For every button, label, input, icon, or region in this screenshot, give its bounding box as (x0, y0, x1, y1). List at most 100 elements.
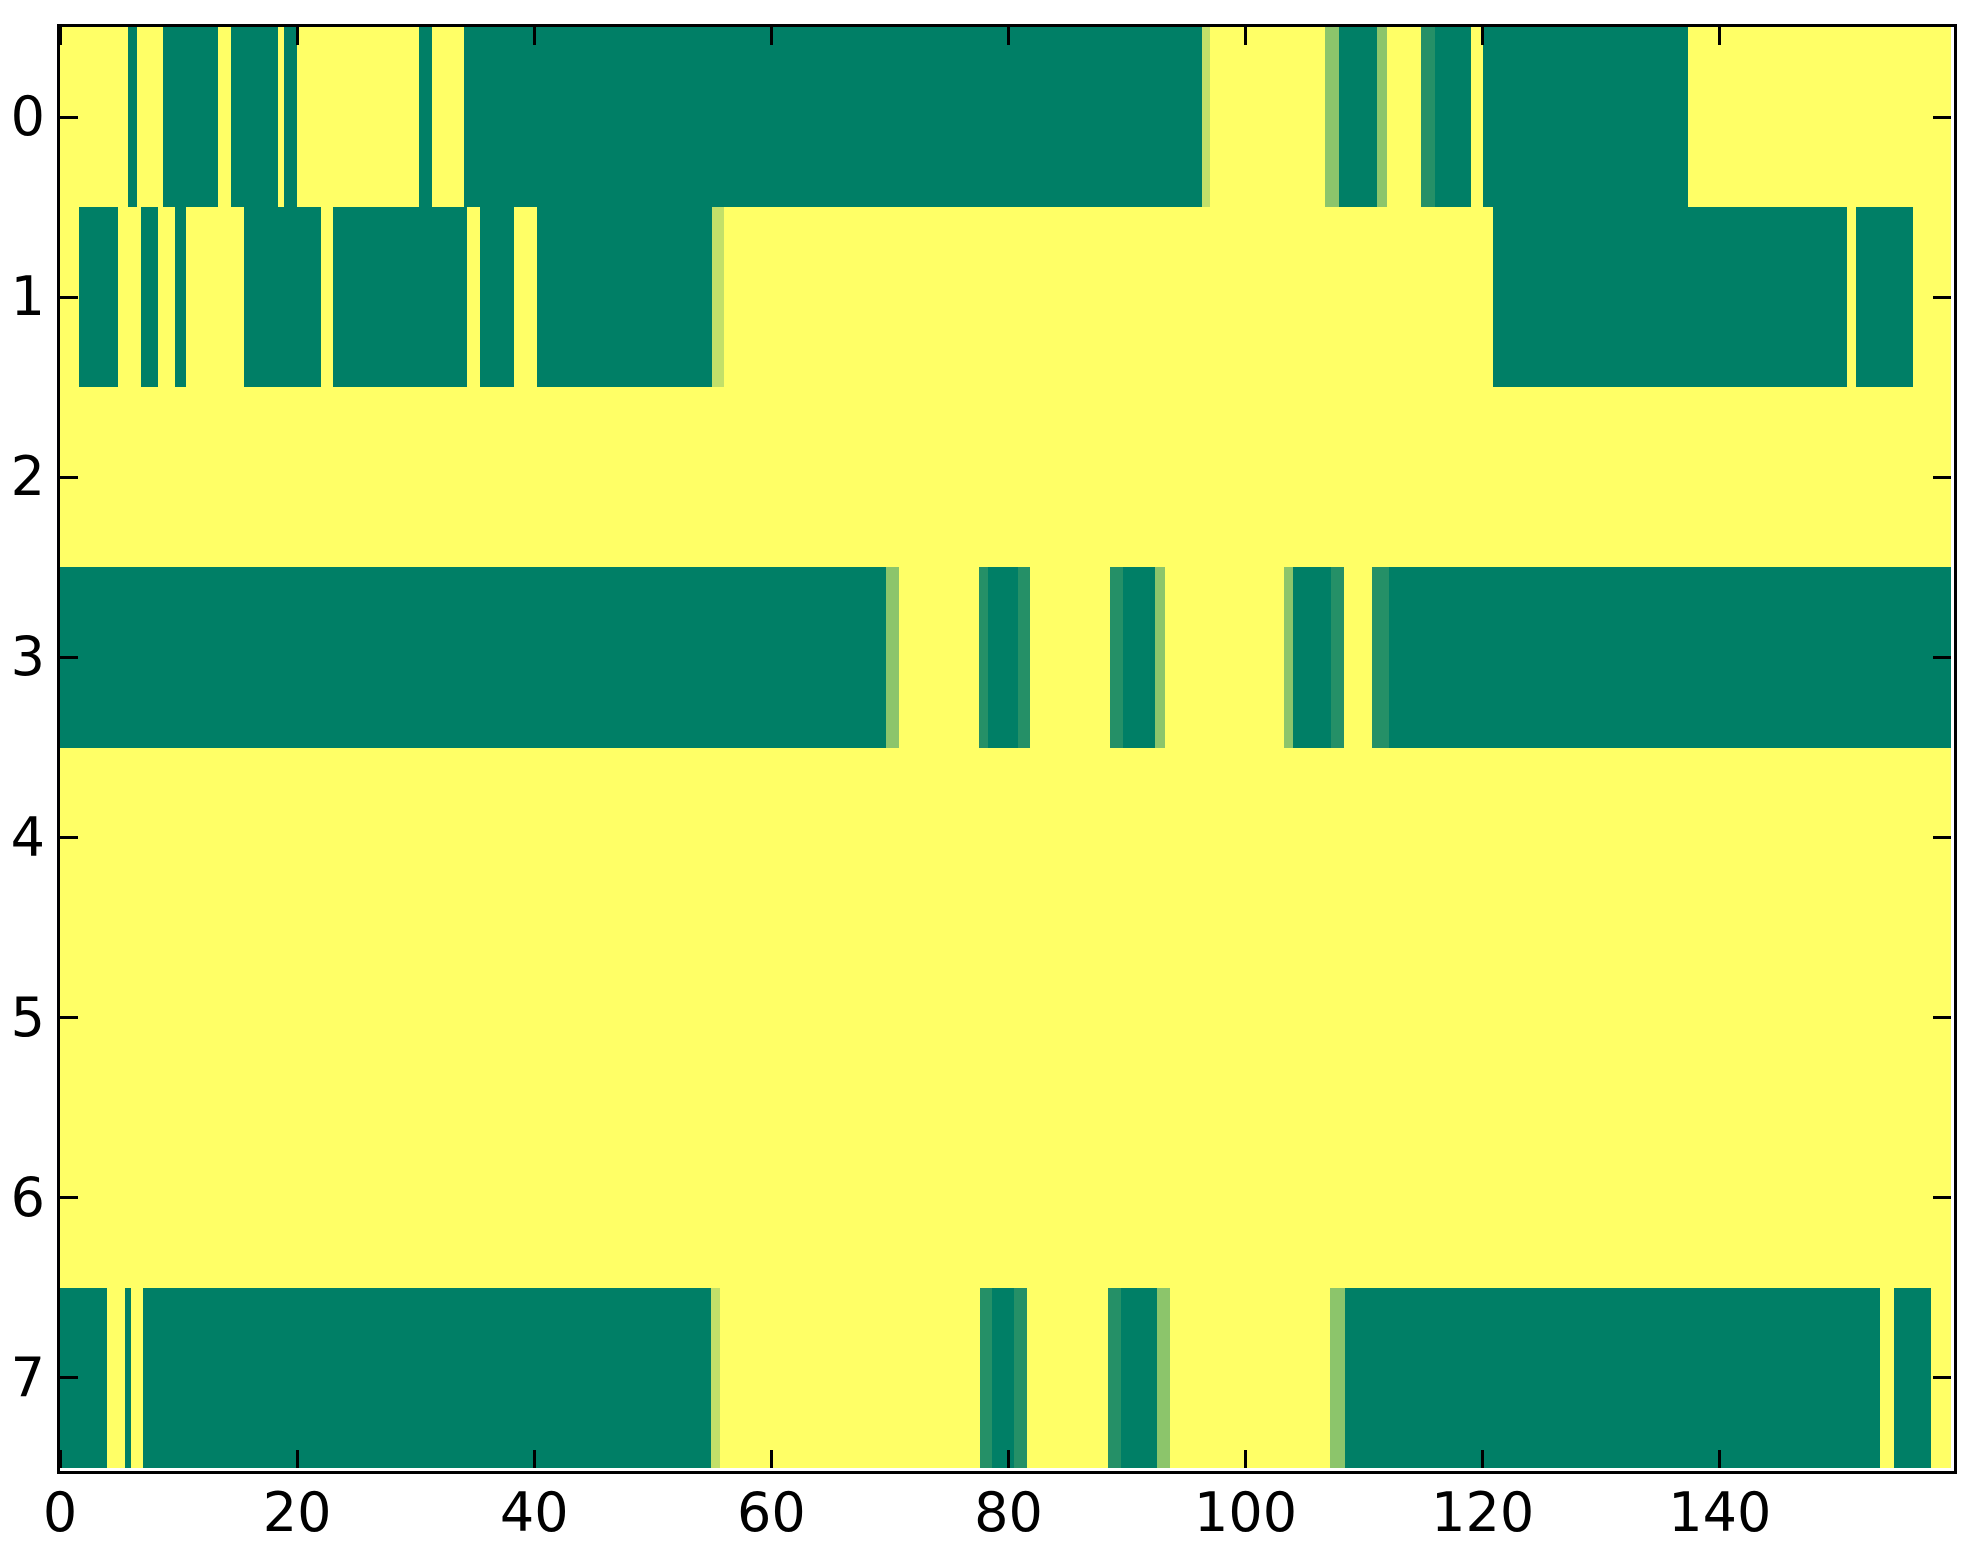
heatmap-segment (163, 27, 219, 208)
heatmap-segment (137, 27, 164, 208)
heatmap-segment (1345, 1287, 1881, 1468)
heatmap-row-5 (60, 927, 1951, 1109)
heatmap-segment (1210, 27, 1326, 208)
y-tick-mark-right (1933, 1016, 1951, 1020)
y-tick-mark-left (60, 115, 78, 119)
y-tick-mark-right (1933, 1376, 1951, 1380)
y-tick-label: 2 (10, 445, 45, 509)
heatmap-segment (1421, 27, 1436, 208)
x-tick-label: 100 (1194, 1481, 1298, 1544)
heatmap-segment (1293, 567, 1332, 748)
y-tick-mark-left (60, 1016, 78, 1020)
heatmap-segment (1493, 207, 1848, 388)
x-tick-label: 40 (499, 1481, 569, 1544)
y-tick-label: 7 (10, 1345, 45, 1409)
x-tick-label: 120 (1431, 1481, 1535, 1544)
heatmap-row-0 (60, 27, 1951, 208)
heatmap-segment (1156, 1287, 1171, 1468)
x-tick-mark-top (58, 27, 62, 45)
y-tick-label: 0 (10, 85, 45, 149)
x-tick-mark-bottom (532, 1450, 536, 1468)
heatmap-plot-area (60, 27, 1951, 1468)
heatmap-segment (60, 567, 887, 748)
heatmap-segment (131, 1287, 144, 1468)
heatmap-row-2 (60, 387, 1951, 568)
heatmap-segment (1435, 27, 1472, 208)
heatmap-segment (60, 387, 1951, 568)
heatmap-segment (712, 207, 725, 388)
heatmap-segment (1014, 1287, 1029, 1468)
heatmap-segment (988, 567, 1019, 748)
heatmap-segment (1155, 567, 1166, 748)
heatmap-segment (278, 27, 285, 208)
heatmap-segment (142, 1287, 712, 1468)
heatmap-segment (243, 207, 322, 388)
heatmap-segment (60, 927, 1951, 1109)
x-tick-mark-top (769, 27, 773, 45)
heatmap-segment (1164, 567, 1285, 748)
heatmap-segment (217, 27, 232, 208)
x-tick-label: 20 (262, 1481, 332, 1544)
heatmap-segment (1339, 27, 1378, 208)
heatmap-segment (479, 207, 515, 388)
heatmap-segment (1482, 27, 1689, 208)
heatmap-segment (1389, 567, 1951, 748)
x-tick-label: 140 (1668, 1481, 1772, 1544)
heatmap-segment (1325, 27, 1340, 208)
heatmap-row-4 (60, 747, 1951, 929)
heatmap-segment (1108, 1287, 1122, 1468)
heatmap-segment (1386, 27, 1422, 208)
heatmap-segment (1027, 1287, 1109, 1468)
heatmap-row-6 (60, 1107, 1951, 1289)
heatmap-segment (1283, 567, 1294, 748)
heatmap-segment (1470, 27, 1484, 208)
y-tick-label: 6 (10, 1165, 45, 1229)
y-tick-label: 1 (10, 265, 45, 329)
heatmap-segment (1846, 207, 1857, 388)
heatmap-segment (1377, 27, 1388, 208)
heatmap-segment (175, 207, 187, 388)
heatmap-segment (125, 1287, 132, 1468)
heatmap-segment (980, 1287, 993, 1468)
heatmap-segment (1121, 1287, 1158, 1468)
y-tick-mark-left (60, 836, 78, 840)
heatmap-segment (720, 1287, 981, 1468)
y-tick-mark-right (1933, 836, 1951, 840)
heatmap-row-7 (60, 1287, 1951, 1468)
x-tick-mark-bottom (769, 1450, 773, 1468)
x-tick-mark-bottom (1244, 1450, 1248, 1468)
heatmap-segment (419, 27, 433, 208)
heatmap-segment (899, 567, 980, 748)
x-tick-mark-bottom (295, 1450, 299, 1468)
x-tick-mark-bottom (1481, 1450, 1485, 1468)
y-tick-mark-left (60, 295, 78, 299)
heatmap-segment (723, 207, 1494, 388)
heatmap-segment (127, 27, 138, 208)
x-tick-mark-top (1006, 27, 1010, 45)
y-tick-label: 3 (10, 625, 45, 689)
heatmap-segment (158, 207, 176, 388)
heatmap-segment (536, 207, 713, 388)
heatmap-segment (466, 207, 481, 388)
y-tick-label: 5 (10, 985, 45, 1049)
heatmap-row-3 (60, 567, 1951, 748)
y-tick-mark-right (1933, 1196, 1951, 1200)
heatmap-segment (1330, 567, 1345, 748)
heatmap-segment (1879, 1287, 1895, 1468)
heatmap-row-1 (60, 207, 1951, 388)
x-tick-mark-top (295, 27, 299, 45)
heatmap-segment (1017, 567, 1031, 748)
heatmap-segment (230, 27, 279, 208)
heatmap-segment (1029, 567, 1112, 748)
y-tick-mark-left (60, 1196, 78, 1200)
x-tick-mark-bottom (1718, 1450, 1722, 1468)
x-tick-mark-bottom (58, 1450, 62, 1468)
heatmap-segment (1123, 567, 1157, 748)
heatmap-segment (1372, 567, 1390, 748)
x-tick-label: 80 (974, 1481, 1043, 1544)
x-tick-label: 60 (736, 1481, 806, 1544)
heatmap-segment (78, 207, 119, 388)
heatmap-segment (118, 207, 142, 388)
heatmap-segment (1894, 1287, 1932, 1468)
